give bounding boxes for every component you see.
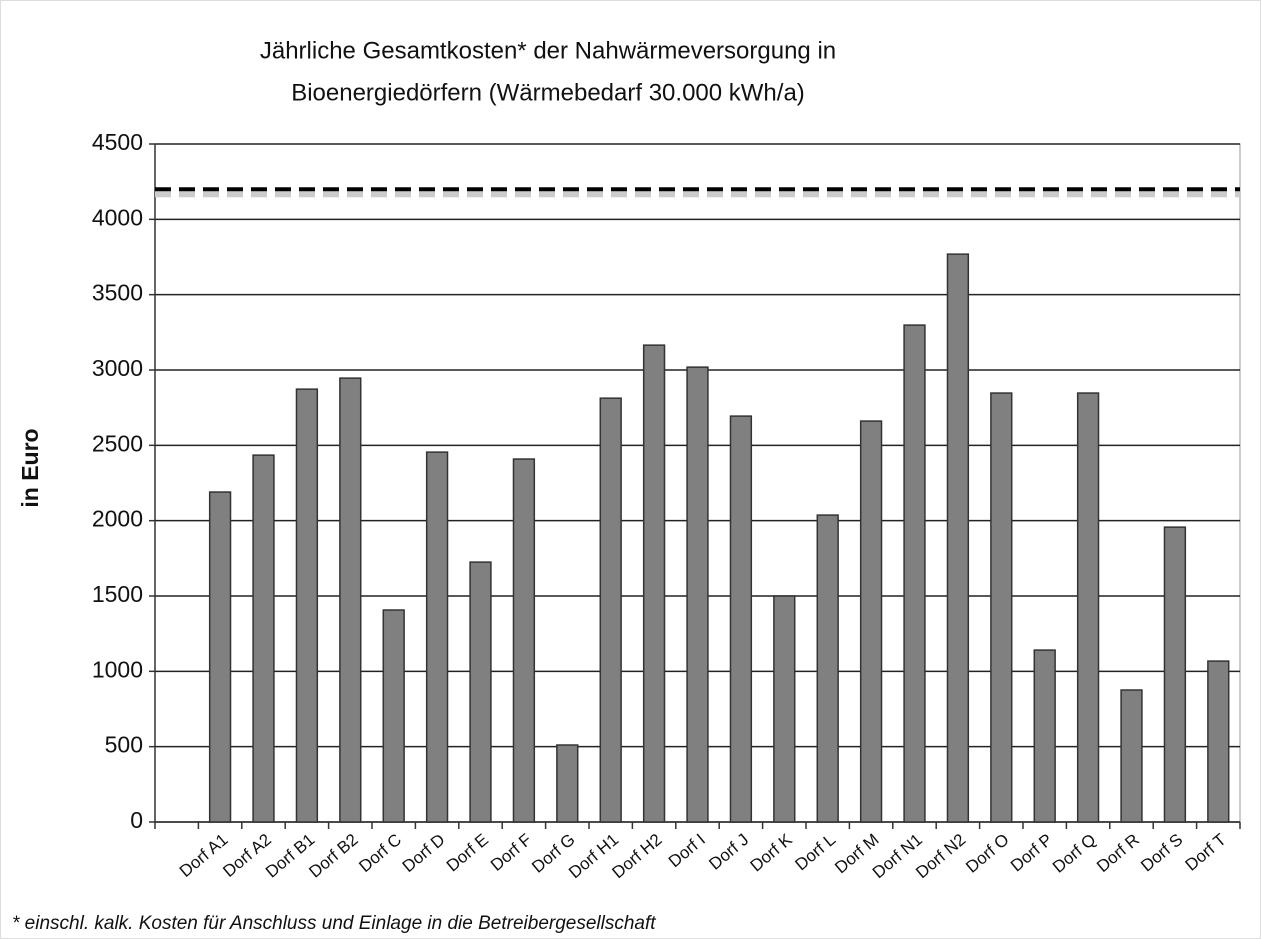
bar (773, 595, 796, 823)
x-tick-label: Dorf S (1137, 830, 1186, 876)
x-tick-label: Dorf F (487, 830, 535, 875)
x-tick-label: Dorf R (1093, 830, 1143, 876)
x-tick-label: Dorf K (747, 830, 797, 876)
x-tick-label: Dorf B2 (305, 830, 361, 882)
y-tick-label: 2000 (92, 506, 143, 532)
y-tick-label: 0 (130, 807, 143, 833)
bar (990, 392, 1013, 823)
bar (816, 514, 839, 823)
bar (339, 377, 362, 823)
bar (469, 561, 492, 823)
x-tick-label: Dorf D (399, 830, 449, 876)
bar (295, 388, 319, 823)
x-tick-label: Dorf C (355, 830, 405, 876)
bar (686, 366, 709, 823)
x-tick-label: Dorf L (791, 830, 839, 874)
bar (903, 324, 926, 823)
x-tick-label: Dorf N2 (912, 830, 969, 882)
x-tick-label: Dorf T (1182, 830, 1230, 875)
y-tick-label: 500 (105, 732, 143, 758)
y-tick-label: 1000 (92, 656, 143, 682)
bar (1207, 660, 1230, 823)
bar (512, 458, 536, 823)
y-axis-label: in Euro (17, 428, 43, 507)
x-tick-label: Dorf P (1007, 830, 1056, 876)
y-tick-label: 1500 (92, 581, 143, 607)
x-tick-label: Dorf E (443, 830, 492, 876)
bar (729, 415, 753, 823)
x-tick-label: Dorf Q (1049, 830, 1100, 877)
bar (859, 420, 883, 823)
chart-title: Bioenergiedörfern (Wärmebedarf 30.000 kW… (291, 79, 805, 106)
bar (1076, 392, 1100, 823)
bar (425, 451, 449, 823)
y-tick-label: 4000 (92, 204, 143, 230)
bar (599, 397, 622, 823)
x-tick-label: Dorf H2 (608, 830, 665, 882)
bar (556, 744, 579, 823)
footnote: * einschl. kalk. Kosten für Anschluss un… (12, 913, 656, 934)
y-tick-label: 4500 (92, 129, 143, 155)
bar (208, 491, 232, 823)
x-tick-label: Dorf I (665, 830, 709, 871)
chart-title: Jährliche Gesamtkosten* der Nahwärmevers… (260, 37, 836, 64)
x-tick-label: Dorf A1 (176, 830, 232, 881)
bar (1163, 526, 1187, 823)
bar (252, 454, 275, 823)
y-tick-label: 2500 (92, 430, 143, 456)
x-tick-label: Dorf J (705, 830, 752, 874)
bar (946, 253, 970, 823)
bar (642, 344, 666, 823)
y-tick-label: 3000 (92, 355, 143, 381)
x-tick-label: Dorf O (962, 830, 1013, 877)
y-tick-label: 3500 (92, 280, 143, 306)
bar (1120, 689, 1143, 823)
bar (1033, 649, 1056, 823)
bar (382, 609, 405, 823)
